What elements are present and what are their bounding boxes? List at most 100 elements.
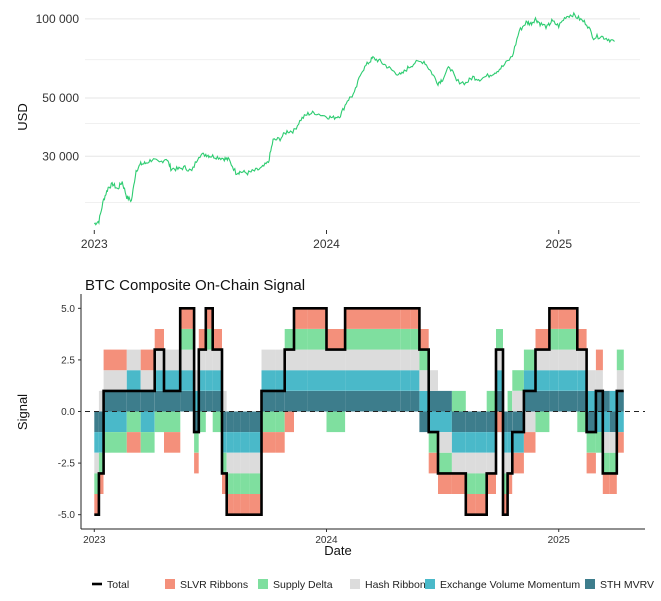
signal-bar-segment — [400, 329, 411, 350]
signal-bar-segment — [512, 370, 524, 391]
total-signal-line — [94, 307, 624, 516]
legend-label: Exchange Volume Momentum — [440, 579, 580, 591]
signal-y-tick-label: 2.5 — [61, 355, 75, 366]
signal-bar-segment — [212, 390, 222, 412]
signal-bar-segment — [284, 370, 294, 391]
signal-bar-segment — [486, 452, 496, 474]
signal-bar-segment — [410, 370, 420, 391]
signal-bar-segment — [164, 411, 181, 433]
signal-bar-segment — [465, 473, 476, 494]
signal-bar-segment — [226, 473, 234, 494]
signal-bar-segment — [507, 432, 513, 453]
signal-bar-segment — [558, 329, 568, 350]
signal-bar-segment — [475, 432, 487, 453]
signal-bar-segment — [616, 390, 624, 412]
signal-bar-segment — [249, 411, 262, 433]
signal-chart: BTC Composite On-Chain Signal 5.0 2.5 0.0 -… — [15, 277, 645, 558]
signal-bar-segment — [586, 390, 596, 412]
signal-bar-segment — [451, 432, 466, 453]
signal-bar-segment — [110, 411, 118, 433]
signal-bar-segment — [275, 390, 285, 412]
signal-bar-segment — [164, 390, 181, 412]
signal-bar-segment — [284, 390, 294, 412]
signal-bar-segment — [154, 411, 164, 433]
signal-bar-segment — [438, 432, 452, 453]
signal-bar-segment — [307, 308, 327, 329]
signal-bar-segment — [465, 432, 476, 453]
signal-bar-segment — [345, 349, 366, 371]
signal-bar-segment — [212, 411, 222, 433]
signal-bar-segment — [503, 432, 508, 453]
signal-bar-segment — [240, 494, 250, 515]
signal-bar-segment — [103, 432, 111, 453]
signal-bar-segment — [475, 494, 487, 515]
signal-bar-segment — [609, 452, 617, 474]
signal-bar-segment — [261, 370, 276, 391]
signal-bar-segment — [205, 349, 213, 371]
signal-bar-segment — [205, 370, 213, 391]
signal-bar-segment — [391, 349, 401, 371]
signal-bar-segment — [503, 473, 508, 494]
signal-bar-segment — [366, 390, 392, 412]
signal-bar-segment — [164, 349, 181, 371]
signal-bar-segment — [410, 390, 420, 412]
signal-bar-segment — [523, 432, 536, 453]
signal-bar-segment — [568, 329, 578, 350]
signal-bar-segment — [512, 390, 524, 412]
signal-bar-segment — [496, 390, 503, 412]
signal-bar-segment — [345, 308, 366, 329]
signal-bar-segment — [549, 329, 559, 350]
signal-bar-segment — [419, 329, 429, 350]
signal-bar-segment — [261, 349, 276, 371]
signal-bar-segment — [198, 329, 206, 350]
signal-bar-segment — [535, 349, 550, 371]
signal-bar-segment — [486, 432, 496, 453]
signal-bars — [94, 308, 624, 515]
signal-bar-segment — [117, 432, 127, 453]
signal-bar-segment — [496, 370, 503, 391]
signal-bar-segment — [475, 452, 487, 474]
signal-bar-segment — [512, 411, 524, 433]
signal-bar-segment — [465, 411, 476, 433]
signal-bar-segment — [126, 411, 141, 433]
price-y-ticks: 100 000 50 000 30 000 — [36, 12, 80, 163]
signal-bar-segment — [110, 432, 118, 453]
signal-bar-segment — [249, 494, 262, 515]
signal-bar-segment — [507, 452, 513, 474]
signal-x-ticks: 2023 2024 2025 — [83, 529, 570, 546]
signal-bar-segment — [391, 329, 401, 350]
signal-bar-segment — [586, 370, 596, 391]
signal-bar-segment — [475, 473, 487, 494]
legend-label: STH MVRV — [600, 579, 654, 591]
signal-bar-segment — [568, 308, 578, 329]
signal-bar-segment — [410, 329, 420, 350]
signal-x-tick-label: 2023 — [83, 535, 106, 546]
signal-y-tick-label: -5.0 — [58, 510, 76, 521]
signal-bar-segment — [326, 329, 346, 350]
signal-bar-segment — [126, 349, 141, 371]
signal-bar-segment — [465, 494, 476, 515]
signal-bar-segment — [558, 390, 568, 412]
signal-x-tick-label: 2024 — [315, 535, 338, 546]
signal-bar-segment — [198, 349, 206, 371]
signal-bar-segment — [103, 390, 111, 412]
signal-bar-segment — [507, 411, 513, 433]
signal-bar-segment — [194, 452, 199, 474]
signal-bar-segment — [240, 473, 250, 494]
price-x-tick-label: 2024 — [313, 237, 340, 251]
signal-bar-segment — [205, 308, 213, 329]
signal-bar-segment — [428, 411, 438, 433]
signal-bar-segment — [212, 329, 222, 350]
signal-bar-segment — [226, 432, 234, 453]
signal-bar-segment — [609, 432, 617, 453]
signal-bar-segment — [503, 494, 508, 515]
signal-bar-segment — [180, 370, 195, 391]
signal-bar-segment — [438, 390, 452, 412]
signal-bar-segment — [222, 411, 227, 433]
signal-bar-segment — [602, 473, 610, 494]
signal-bar-segment — [391, 390, 401, 412]
signal-bar-segment — [400, 370, 411, 391]
signal-bar-segment — [428, 370, 438, 391]
legend-label: Total — [107, 579, 129, 591]
